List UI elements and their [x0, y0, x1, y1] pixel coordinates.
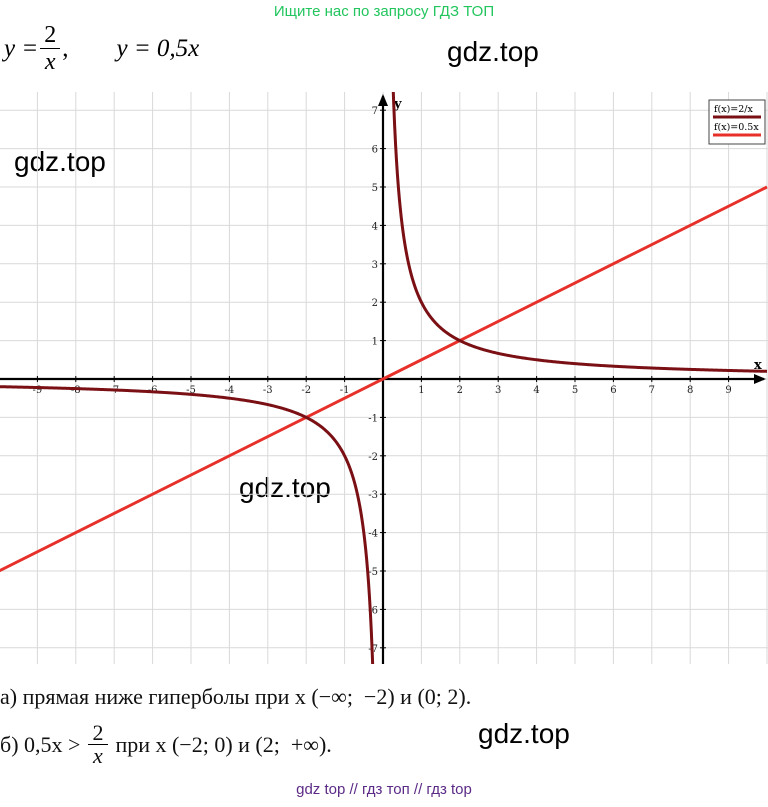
answer-b-suffix: при x (−2; 0) и (2; +∞). [109, 731, 332, 757]
answer-b-numerator: 2 [92, 720, 104, 745]
y-tick-label: -5 [368, 567, 378, 578]
x-tick-label: -2 [301, 385, 311, 396]
y-tick-label: -4 [368, 529, 378, 540]
y-tick-label: 5 [372, 183, 378, 194]
watermark: gdz.top [478, 718, 570, 749]
legend-label: f(x)=2/x [714, 104, 753, 115]
x-tick-label: 5 [572, 385, 578, 396]
function-graph: xy -9-8-7-6-5-4-3-2-1123456789-9-8-7-6-5… [0, 92, 768, 664]
answer-a: а) прямая ниже гиперболы при x (−∞; −2) … [0, 684, 471, 710]
watermark: gdz.top [239, 472, 331, 503]
x-tick-label: -4 [225, 385, 235, 396]
formula-numerator: 2 [44, 22, 57, 48]
y-tick-label: 2 [372, 298, 378, 309]
x-tick-label: 2 [457, 385, 463, 396]
watermark: gdz.top [447, 36, 539, 67]
formula-second: y = 0,5x [116, 34, 200, 62]
answer-b-fraction: 2 x [87, 720, 108, 768]
y-tick-label: 7 [372, 106, 378, 117]
answer-b-prefix: б) 0,5x > [0, 731, 86, 757]
x-tick-label: -1 [340, 385, 350, 396]
y-axis-label: y [393, 97, 402, 112]
x-tick-label: -8 [71, 385, 81, 396]
x-tick-label: -3 [263, 385, 273, 396]
task-formula: y = 2 x , y = 0,5x [4, 22, 199, 75]
formula-fraction: 2 x [40, 22, 61, 75]
y-tick-label: -1 [368, 413, 378, 424]
x-tick-label: 3 [495, 385, 501, 396]
y-tick-label: 1 [372, 337, 378, 348]
fraction-bar [40, 48, 61, 49]
x-tick-label: 9 [725, 385, 731, 396]
search-banner: Ищите нас по запросу ГДЗ ТОП [273, 3, 495, 20]
y-tick-label: -3 [368, 490, 378, 501]
series [0, 92, 768, 664]
fraction-bar [87, 744, 108, 745]
watermark: gdz.top [14, 146, 106, 177]
x-tick-label: 8 [687, 385, 693, 396]
y-tick-label: 3 [372, 260, 378, 271]
x-tick-label: 6 [610, 385, 616, 396]
series-hyperbola-right-branch [391, 92, 768, 373]
footer-links: gdz top // гдз топ // гдз top [296, 781, 472, 798]
y-tick-label: 4 [372, 221, 378, 232]
formula-lhs: y = [4, 34, 39, 62]
x-tick-label: -9 [33, 385, 43, 396]
formula-denominator: x [44, 49, 56, 75]
x-tick-label: 1 [418, 385, 424, 396]
x-tick-label: -5 [186, 385, 196, 396]
series-hyperbola-left-branch [0, 385, 375, 664]
x-axis-label: x [754, 358, 762, 373]
x-tick-label: 4 [533, 385, 539, 396]
answer-a-text: а) прямая ниже гиперболы при x (−∞; −2) … [0, 684, 472, 709]
formula-comma: , [62, 34, 69, 62]
series-line-0-5x [0, 185, 768, 573]
legend: f(x)=2/x f(x)=0.5x [708, 99, 766, 145]
y-tick-label: -2 [368, 452, 378, 463]
y-tick-label: -6 [368, 605, 378, 616]
y-tick-label: 6 [372, 145, 378, 156]
x-tick-label: 7 [649, 385, 655, 396]
legend-box [708, 99, 766, 145]
legend-label: f(x)=0.5x [714, 122, 759, 133]
answer-b: б) 0,5x > 2 x при x (−2; 0) и (2; +∞). [0, 722, 332, 767]
y-axis-arrow [378, 94, 388, 106]
x-axis-arrow [754, 374, 766, 384]
answer-b-denominator: x [93, 743, 103, 768]
